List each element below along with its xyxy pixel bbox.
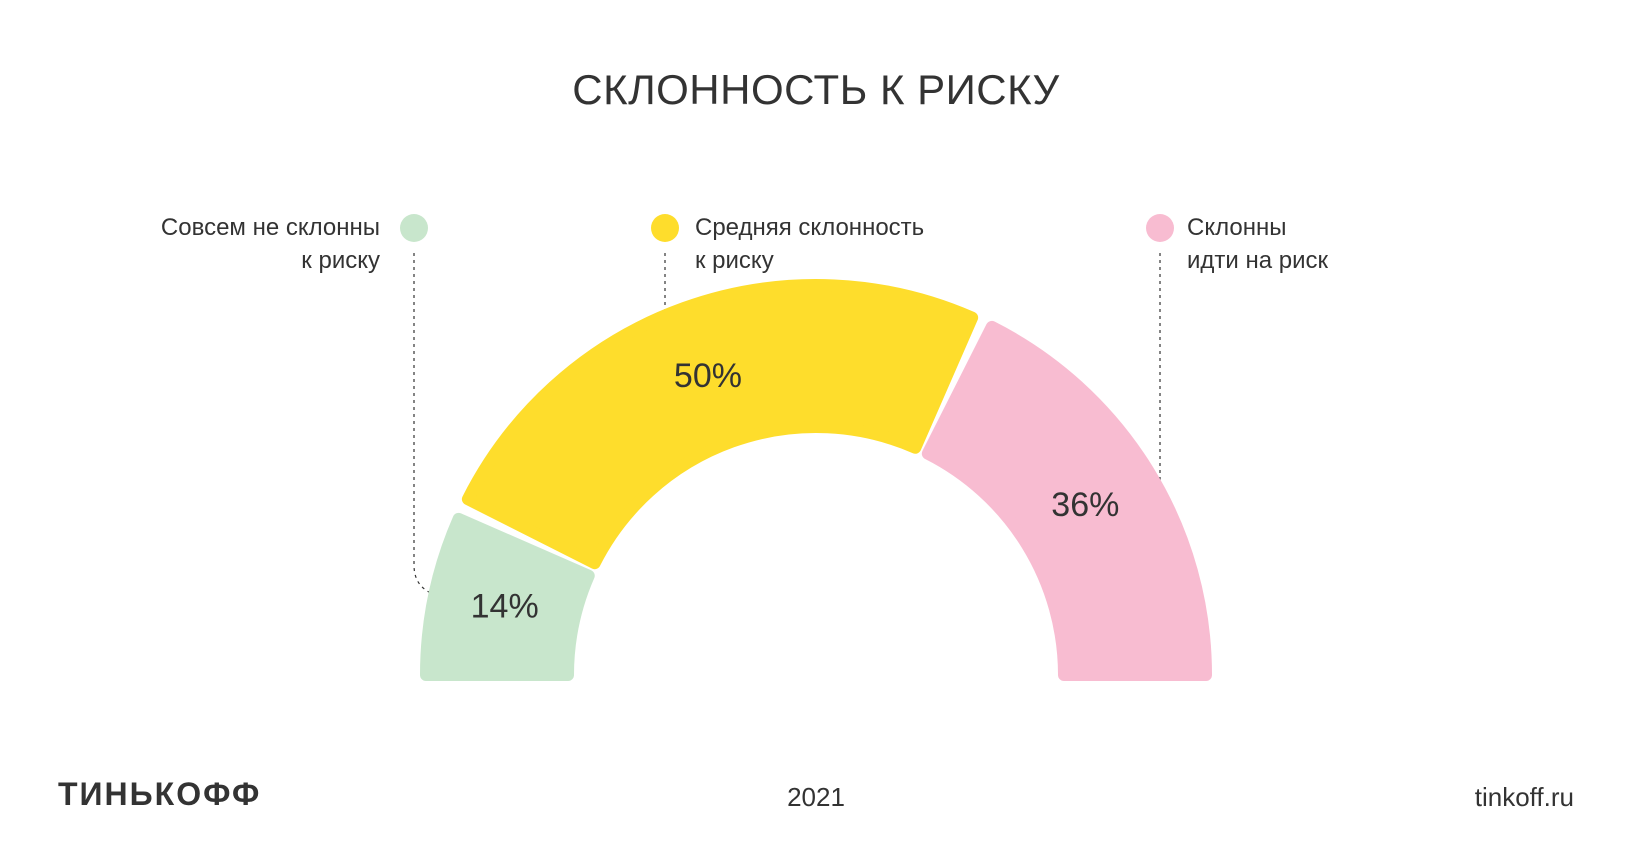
- legend-label-line: Средняя склонность: [695, 214, 925, 241]
- value-label: 14%: [471, 587, 539, 625]
- legend-label-line: Совсем не склонны: [160, 214, 380, 241]
- legend-label-line: к риску: [301, 247, 380, 274]
- footer-site: tinkoff.ru: [1474, 782, 1574, 812]
- legend-dot: [400, 214, 428, 242]
- leader-line: [413, 253, 441, 597]
- value-label: 50%: [674, 357, 742, 395]
- legend-dot: [651, 214, 679, 242]
- arc-segment-inclined: [921, 320, 1212, 681]
- legend-dot: [1146, 214, 1174, 242]
- legend-label-line: идти на риск: [1187, 247, 1328, 274]
- legend-label-not-inclined: Совсем не склонны к риску: [161, 211, 380, 277]
- legend-label-inclined: Склонны идти на риск: [1187, 211, 1328, 277]
- arc-segment-not-inclined: [420, 512, 595, 681]
- footer-year: 2021: [787, 782, 845, 812]
- legend-label-medium: Средняя склонность к риску: [695, 211, 924, 277]
- chart-title: СКЛОННОСТЬ К РИСКУ: [572, 66, 1060, 113]
- legend-label-line: к риску: [695, 247, 774, 274]
- value-label: 36%: [1051, 486, 1119, 524]
- legend-label-line: Склонны: [1187, 214, 1287, 241]
- arc-segment-medium: [461, 279, 979, 570]
- brand-logo: ТИНЬКОФФ: [58, 776, 262, 812]
